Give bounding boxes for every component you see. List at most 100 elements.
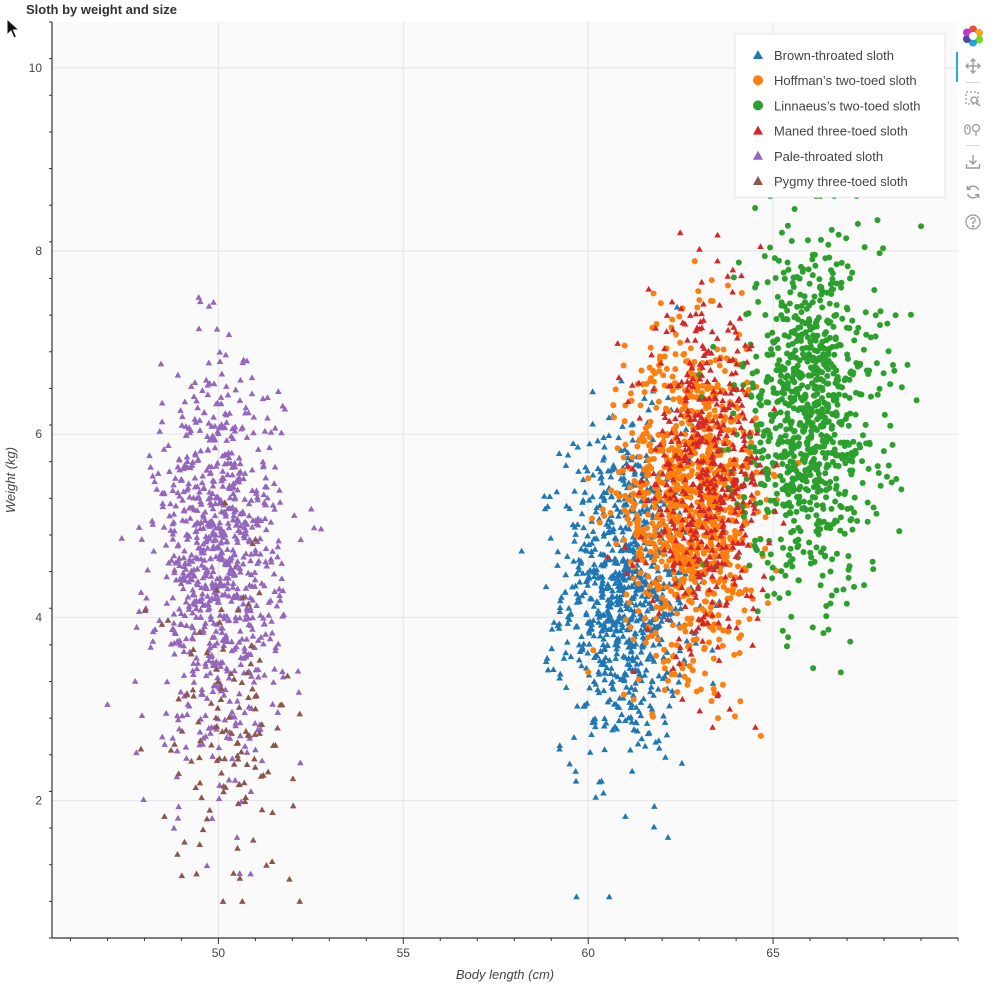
data-point [618,377,625,384]
data-point [621,546,629,553]
data-point [164,617,172,623]
data-point [252,536,259,542]
x-tick-label: 60 [582,946,596,960]
data-point [698,408,706,414]
data-point [811,392,818,399]
data-point [217,531,225,538]
data-point [736,635,743,642]
data-point [671,559,679,566]
data-point [245,512,253,519]
data-point [233,643,240,650]
data-point [758,468,765,475]
data-point [630,691,637,698]
data-point [632,590,640,597]
reset-icon[interactable] [958,178,988,206]
data-point [266,444,273,451]
data-point [254,521,262,528]
data-point [838,279,845,286]
wheel-zoom-icon[interactable] [958,115,988,143]
box-zoom-icon[interactable] [958,85,988,113]
data-point [669,692,677,698]
data-point [591,579,599,586]
data-point [170,824,178,831]
data-point [161,741,169,747]
data-point [289,775,297,782]
data-point [617,606,625,613]
data-point [747,433,754,440]
save-icon[interactable] [958,148,988,176]
data-point [601,715,608,721]
data-point [672,415,679,422]
data-point [701,550,708,557]
data-point [742,586,749,593]
data-point [178,872,186,879]
data-point [647,440,654,447]
legend-box [734,33,946,198]
data-point [764,279,771,286]
data-point [845,422,852,429]
data-point [719,397,726,404]
data-point [839,315,846,322]
data-point [570,734,578,740]
y-tick-label: 8 [35,244,42,258]
data-point [739,462,746,469]
data-point [770,339,777,346]
data-point [723,599,731,605]
data-point [696,396,703,402]
data-point [274,553,281,560]
data-point [270,679,277,685]
data-point [180,648,188,655]
data-point [754,608,761,615]
data-point [837,514,844,521]
data-point [682,628,689,635]
data-point [677,430,685,437]
data-point [782,374,789,381]
data-point [575,656,583,663]
data-point [579,644,586,650]
data-point [760,572,768,579]
data-point [199,511,207,518]
data-point [235,517,242,524]
bokeh-logo-icon[interactable] [958,22,988,50]
data-point [614,340,621,346]
data-point [210,682,218,689]
pan-icon[interactable] [958,52,988,80]
data-point [726,705,734,712]
data-point [651,494,658,501]
data-point [274,709,282,715]
data-point [639,633,647,640]
data-point [228,708,236,715]
data-point [236,627,244,634]
data-point [185,578,193,585]
data-point [258,579,266,586]
data-point [225,331,233,338]
data-point [876,250,883,257]
help-icon[interactable] [958,208,988,236]
data-point [172,559,179,566]
data-point [198,584,205,591]
data-point [695,464,702,471]
data-point [682,426,690,432]
data-point [191,601,199,608]
legend-marker [753,125,763,135]
data-point [719,526,727,533]
data-point [193,534,201,540]
data-point [626,520,633,527]
data-point [750,501,757,508]
data-point [189,458,197,465]
data-point [648,465,655,472]
data-point [234,477,241,484]
data-point [209,633,216,640]
data-point [779,477,786,484]
data-point [234,606,242,613]
data-point [703,359,711,366]
data-point [564,638,571,645]
data-point [729,539,737,546]
data-point [648,677,656,684]
data-point [697,436,704,443]
data-point [675,466,682,473]
data-point [636,453,643,460]
data-point [240,654,247,661]
data-point [688,568,695,575]
